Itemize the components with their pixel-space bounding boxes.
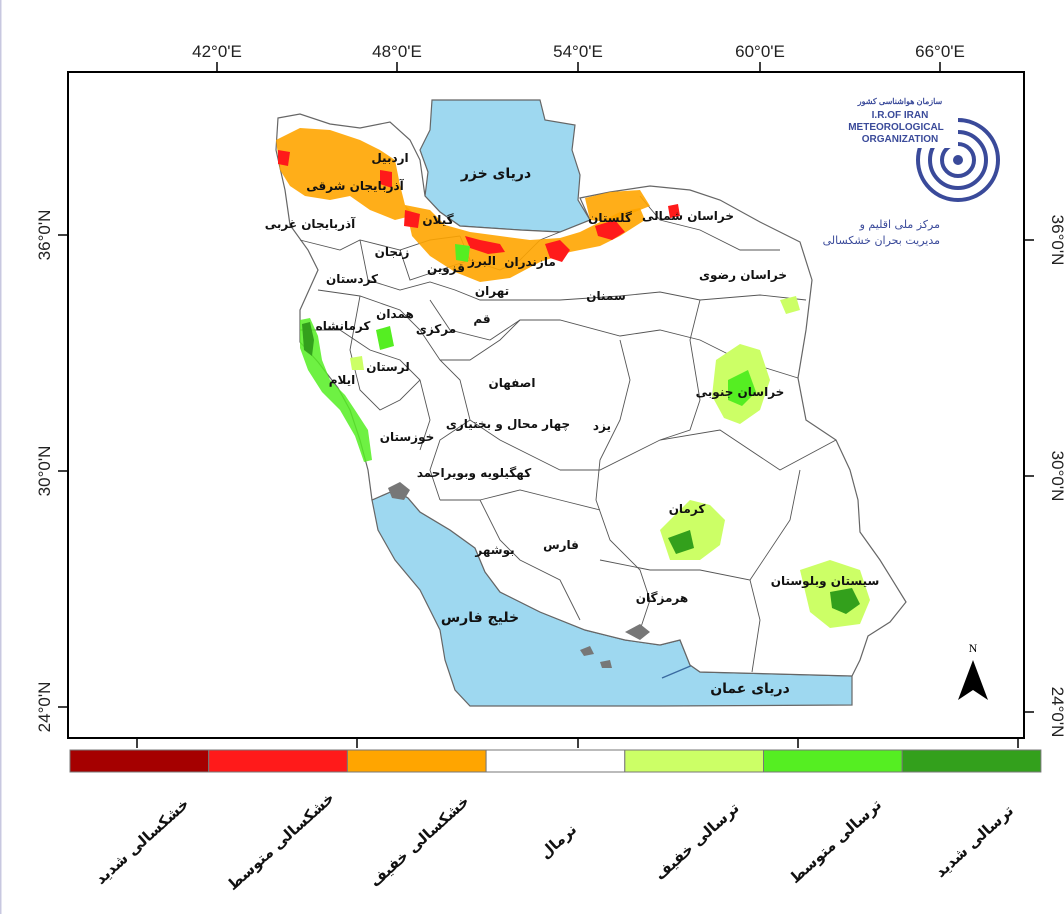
- lon-label-48: 48°0'E: [372, 42, 422, 61]
- legend-label-5: ترسالی متوسط: [786, 795, 885, 887]
- legend-swatch-1: [208, 749, 348, 773]
- province-label-bushehr: بوشهر: [474, 543, 514, 558]
- persian-gulf-label: خلیج فارس: [441, 610, 519, 626]
- lat-label-24-right: 24°0'N: [1048, 687, 1064, 738]
- province-labels: اردبیل آذربایجان شرقی آذربایجان غربی زنج…: [265, 151, 880, 605]
- legend: خشکسالی شدید خشکسالی متوسط خشکسالی خفیف نرم…: [69, 749, 1042, 894]
- province-label-zanjan: زنجان: [375, 245, 410, 259]
- province-label-south-khorasan: خراسان جنوبی: [696, 385, 785, 400]
- legend-swatch-6: [901, 749, 1042, 773]
- logo-center-line1: مرکز ملی اقلیم و: [859, 218, 940, 231]
- province-label-alborz: البرز: [467, 254, 496, 268]
- province-label-markazi: مرکزی: [416, 322, 456, 336]
- province-label-qazvin: قزوین: [427, 261, 465, 276]
- province-label-gilan: گیلان: [422, 213, 453, 227]
- province-label-sistan-baluchestan: سیستان وبلوستان: [771, 574, 880, 589]
- north-arrow-letter: N: [969, 641, 978, 655]
- province-label-west-azerbaijan: آذربایجان غربی: [265, 216, 356, 231]
- drought-moderate-3: [595, 220, 625, 240]
- province-label-tehran: تهران: [475, 284, 509, 298]
- province-label-lorestan: لرستان: [366, 360, 409, 374]
- province-label-kermanshah: کرمانشاه: [316, 319, 371, 333]
- legend-label-4: ترسالی خفیف: [651, 799, 743, 884]
- left-latitude-labels: 36°0'N 30°0'N 24°0'N: [35, 210, 54, 733]
- province-label-isfahan: اصفهان: [488, 376, 535, 390]
- wet-alborz: [455, 244, 470, 262]
- legend-swatch-3: [485, 749, 626, 773]
- lon-label-66: 66°0'E: [915, 42, 965, 61]
- legend-label-1: خشکسالی متوسط: [224, 789, 338, 894]
- wet-south-khorasan-mid: [728, 370, 756, 406]
- legend-swatch-4: [624, 749, 764, 773]
- drought-moderate-5: [278, 150, 290, 166]
- drought-moderate-1: [465, 236, 505, 254]
- lat-label-30-right: 30°0'N: [1048, 451, 1064, 502]
- legend-label-2: خشکسالی خفیف: [366, 792, 473, 891]
- legend-swatch-0: [69, 749, 210, 773]
- north-arrow: N: [958, 641, 988, 700]
- drought-mild-northwest: [276, 128, 415, 220]
- top-ticks: [58, 62, 1034, 748]
- wet-west-border: [300, 318, 372, 462]
- logo-center-line2: مدیریت بحران خشکسالی: [823, 234, 940, 247]
- legend-label-0: خشکسالی شدید: [92, 795, 193, 888]
- province-label-fars: فارس: [543, 538, 579, 552]
- wet-khorasan-razavi: [780, 296, 800, 314]
- lat-label-36-left: 36°0'N: [35, 210, 54, 261]
- wet-lorestan: [376, 326, 394, 350]
- right-latitude-labels: 36°0'N 30°0'N 24°0'N: [1048, 215, 1064, 738]
- wet-areas: [300, 244, 870, 628]
- drought-mild-golestan: [585, 190, 650, 222]
- province-label-east-azerbaijan: آذربایجان شرقی: [306, 178, 404, 193]
- province-label-kohgiluyeh: کهگیلویه وبویراحمد: [417, 466, 531, 481]
- lon-label-60: 60°0'E: [735, 42, 785, 61]
- drought-moderate-6: [380, 170, 392, 188]
- drought-areas: [276, 128, 680, 282]
- logo-org-fa: سازمان هواشناسی کشور: [857, 97, 943, 107]
- province-label-hormozgan: هرمزگان: [636, 591, 688, 605]
- drought-moderate-7: [668, 204, 680, 218]
- province-label-hamadan: همدان: [376, 307, 414, 321]
- drought-moderate-2: [545, 240, 570, 262]
- caspian-sea-label: دریای خزر: [460, 166, 531, 182]
- logo-line1: I.R.OF IRAN: [872, 110, 929, 121]
- north-arrow-icon: [958, 660, 988, 700]
- province-label-qom: قم: [473, 312, 490, 326]
- logo-line3: ORGANIZATION: [862, 134, 938, 145]
- wet-west-strong: [302, 322, 314, 356]
- lat-label-36-right: 36°0'N: [1048, 215, 1064, 266]
- legend-swatch-5: [763, 749, 903, 773]
- province-label-khuzestan: خوزستان: [380, 430, 435, 445]
- province-label-ilam: ایلام: [329, 373, 356, 388]
- wet-sistan-strong: [830, 588, 860, 614]
- lon-label-42: 42°0'E: [192, 42, 242, 61]
- top-longitude-labels: 42°0'E 48°0'E 54°0'E 60°0'E 66°0'E: [192, 42, 965, 61]
- province-label-kurdistan: کردستان: [326, 272, 378, 286]
- wet-kerman-strong: [668, 530, 694, 554]
- drought-mild-caspian-coast: [405, 205, 645, 282]
- legend-swatch-2: [346, 749, 487, 773]
- province-label-ardabil: اردبیل: [371, 151, 408, 165]
- lat-label-30-left: 30°0'N: [35, 446, 54, 497]
- wet-hamadan: [350, 356, 364, 370]
- province-label-north-khorasan: خراسان شمالی: [642, 209, 734, 223]
- province-label-mazandaran: مازندران: [504, 255, 556, 269]
- oman-sea-label: دریای عمان: [710, 681, 790, 697]
- drought-moderate-4: [404, 210, 420, 228]
- meteorological-logo: سازمان هواشناسی کشور I.R.OF IRAN METEORO…: [823, 97, 1000, 247]
- logo-line2: METEOROLOGICAL: [848, 122, 944, 133]
- province-label-golestan: گلستان: [588, 211, 632, 225]
- province-label-semnan: سمنان: [586, 289, 626, 303]
- province-label-chaharmahal: چهار محال و بختیاری: [446, 417, 570, 432]
- legend-label-6: ترسالی شدید: [931, 801, 1017, 881]
- legend-label-3: نرمال: [536, 820, 580, 862]
- gulf-islands: [388, 482, 650, 668]
- province-label-kerman: کرمان: [669, 502, 706, 516]
- province-label-razavi-khorasan: خراسان رضوی: [699, 268, 787, 283]
- lon-label-54: 54°0'E: [553, 42, 603, 61]
- province-label-yazd: یزد: [593, 419, 611, 433]
- lat-label-24-left: 24°0'N: [35, 682, 54, 733]
